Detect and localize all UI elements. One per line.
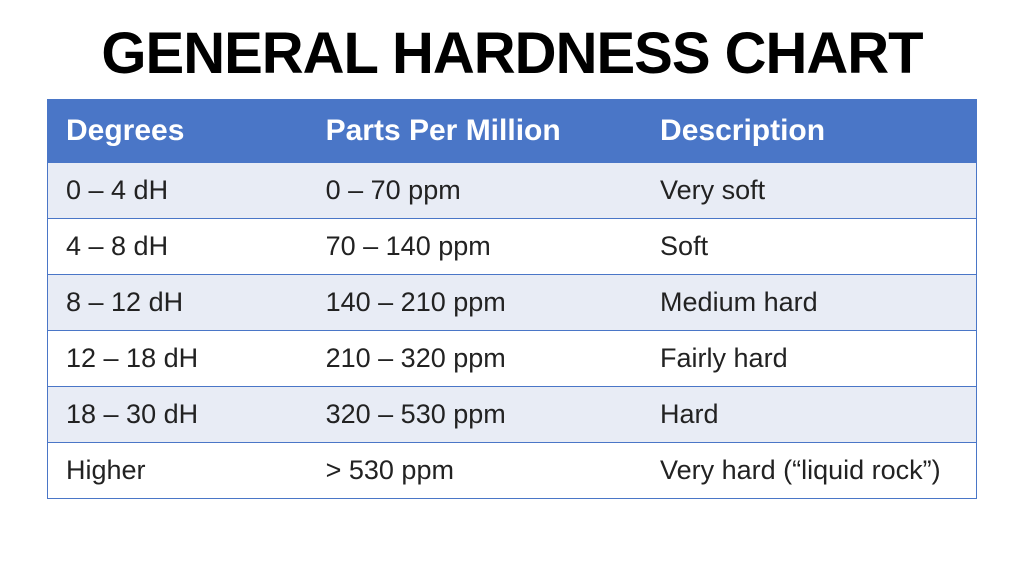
table-row: 8 – 12 dH 140 – 210 ppm Medium hard bbox=[48, 275, 977, 331]
column-header-degrees: Degrees bbox=[48, 100, 308, 163]
table-header-row: Degrees Parts Per Million Description bbox=[48, 100, 977, 163]
table-row: 0 – 4 dH 0 – 70 ppm Very soft bbox=[48, 163, 977, 219]
table-row: 4 – 8 dH 70 – 140 ppm Soft bbox=[48, 219, 977, 275]
cell-ppm: 0 – 70 ppm bbox=[308, 163, 642, 219]
cell-degrees: 0 – 4 dH bbox=[48, 163, 308, 219]
cell-degrees: Higher bbox=[48, 443, 308, 499]
cell-description: Soft bbox=[642, 219, 976, 275]
page-title: General Hardness Chart bbox=[101, 20, 922, 87]
cell-ppm: 210 – 320 ppm bbox=[308, 331, 642, 387]
hardness-table: Degrees Parts Per Million Description 0 … bbox=[47, 99, 977, 499]
cell-degrees: 12 – 18 dH bbox=[48, 331, 308, 387]
cell-description: Very soft bbox=[642, 163, 976, 219]
table-row: 18 – 30 dH 320 – 530 ppm Hard bbox=[48, 387, 977, 443]
cell-description: Very hard (“liquid rock”) bbox=[642, 443, 976, 499]
cell-ppm: 320 – 530 ppm bbox=[308, 387, 642, 443]
cell-ppm: 140 – 210 ppm bbox=[308, 275, 642, 331]
column-header-description: Description bbox=[642, 100, 976, 163]
table-row: 12 – 18 dH 210 – 320 ppm Fairly hard bbox=[48, 331, 977, 387]
cell-description: Medium hard bbox=[642, 275, 976, 331]
cell-degrees: 8 – 12 dH bbox=[48, 275, 308, 331]
cell-degrees: 18 – 30 dH bbox=[48, 387, 308, 443]
table-row: Higher > 530 ppm Very hard (“liquid rock… bbox=[48, 443, 977, 499]
cell-ppm: > 530 ppm bbox=[308, 443, 642, 499]
cell-description: Fairly hard bbox=[642, 331, 976, 387]
column-header-ppm: Parts Per Million bbox=[308, 100, 642, 163]
cell-degrees: 4 – 8 dH bbox=[48, 219, 308, 275]
cell-ppm: 70 – 140 ppm bbox=[308, 219, 642, 275]
cell-description: Hard bbox=[642, 387, 976, 443]
